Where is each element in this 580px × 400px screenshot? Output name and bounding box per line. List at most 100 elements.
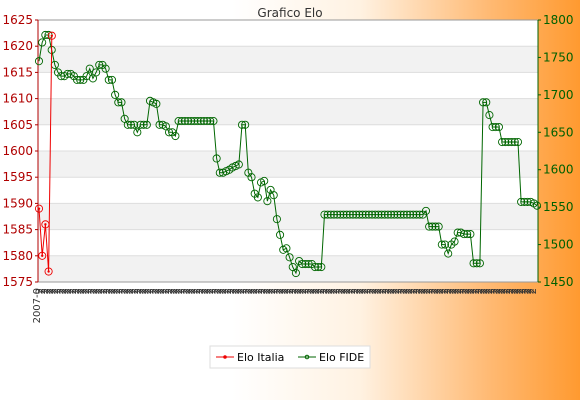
legend-label-fide: Elo FIDE [319,351,364,364]
x-tick-label: 2 [507,288,518,294]
right-axis: 1450 1500 1550 1600 1650 1700 1750 1800 [537,13,574,289]
data-point [107,75,117,84]
x-tick-label: 2 [420,288,431,294]
left-tick-label: 1585 [2,223,33,237]
x-tick-label: 2 [373,288,384,294]
x-tick-label: 2 [389,288,400,294]
x-tick-label: 2007-0 [32,288,43,323]
data-point [329,210,339,219]
data-point [348,210,358,219]
x-tick-label: 2 [479,288,490,294]
x-tick-label: 2 [228,288,239,294]
x-tick-label: 2 [213,288,224,294]
x-tick-label: 2 [425,288,436,294]
x-tick-label: 2 [146,288,157,294]
data-point [494,122,503,132]
data-point [104,75,113,84]
x-tick-label: 2 [456,288,467,294]
x-tick-label: 2 [115,288,126,294]
x-tick-label: 2 [120,288,131,294]
x-tick-label: 2 [60,288,71,294]
data-point [387,210,396,219]
x-tick-label: 2 [231,288,242,294]
data-point [310,262,320,272]
x-tick-label: 2 [288,288,299,294]
data-point [320,210,329,219]
x-tick-label: 2 [327,288,338,294]
x-tick-label: 2 [223,288,234,294]
data-point [184,117,193,126]
x-tick-label: 2 [71,288,82,294]
x-tick-label: 2 [110,288,121,294]
x-tick-label: 2 [156,288,167,294]
x-tick-label: 2 [280,288,291,294]
data-point [342,210,351,219]
data-point [504,137,513,147]
x-tick-label: 2 [89,288,100,294]
x-tick-label: 2 [265,288,276,294]
data-point [377,210,386,219]
chart-title: Grafico Elo [257,6,322,20]
x-tick-label: 2 [226,288,237,294]
x-tick-label: 2 [236,288,247,294]
data-point [326,210,335,219]
x-tick-label: 2 [453,288,464,294]
x-tick-label: 2 [192,288,203,294]
legend-label-italia: Elo Italia [237,351,284,364]
x-tick-label: 2 [97,288,108,294]
x-tick-label: 2 [117,288,128,294]
grid-band [38,151,538,178]
x-tick-label: 2 [68,288,79,294]
data-point [396,210,405,219]
x-tick-label: 2 [378,288,389,294]
x-tick-label: 2 [215,288,226,294]
x-tick-label: 2 [515,288,526,294]
x-tick-label: 2 [520,288,531,294]
x-tick-label: 2 [262,288,273,294]
x-tick-label: 2 [500,288,511,294]
x-tick-label: 2 [272,288,283,294]
data-point [41,220,50,229]
data-point [339,210,348,219]
data-point [85,64,94,73]
data-point [269,191,278,200]
grid-band [38,98,538,125]
left-tick-label: 1605 [2,118,33,132]
x-tick-label: 2 [414,288,425,294]
data-point [469,259,478,268]
data-point [187,117,196,126]
data-point [463,230,472,239]
x-tick-label: 2 [166,288,177,294]
data-point [498,137,507,147]
data-point [371,210,380,219]
x-tick-label: 2 [133,288,144,294]
data-point [517,197,526,206]
data-point [479,98,488,107]
x-tick-label: 2 [66,288,77,294]
data-point-center [41,254,44,257]
right-tick-label: 1550 [543,200,574,214]
data-point [491,122,500,132]
x-tick-label: 2 [466,288,477,294]
grid-band [38,255,538,282]
x-tick-label: 2 [427,288,438,294]
x-tick-label: 2 [463,288,474,294]
x-tick-label: 2 [285,288,296,294]
x-tick-label: 2 [339,288,350,294]
x-tick-label: 2 [417,288,428,294]
data-point [142,120,151,129]
data-point [253,193,262,202]
data-point [358,210,367,219]
x-tick-label: 2 [283,288,294,294]
x-tick-label: 2 [76,288,87,294]
x-tick-label: 2 [73,288,84,294]
data-point [38,251,47,260]
data-point [437,240,446,249]
x-tick-label: 2 [469,288,480,294]
data-point [180,117,189,126]
right-tick-label: 1500 [543,238,574,252]
data-point [196,117,205,126]
x-tick-label: 2 [337,288,348,294]
x-tick-label: 2 [471,288,482,294]
x-tick-label: 2 [293,288,304,294]
